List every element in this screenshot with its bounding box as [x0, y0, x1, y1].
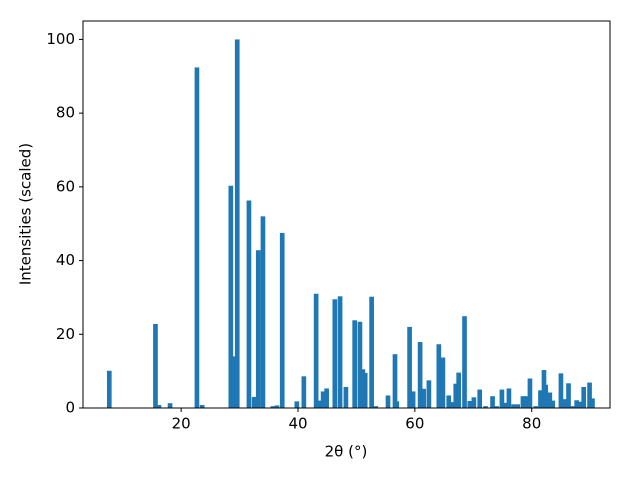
bar — [246, 200, 252, 408]
bar — [199, 405, 205, 408]
bar — [153, 323, 158, 408]
bar — [279, 232, 285, 408]
bar — [494, 406, 499, 408]
bar — [294, 401, 300, 408]
plot-frame — [82, 20, 611, 409]
x-tick-label: 80 — [522, 415, 541, 433]
bar — [453, 383, 459, 408]
bar — [566, 383, 571, 408]
bar — [436, 344, 442, 408]
bar — [471, 397, 477, 408]
bar — [270, 406, 276, 408]
bar — [587, 382, 592, 408]
bar — [558, 373, 564, 408]
bar — [490, 396, 495, 408]
bar — [515, 404, 521, 408]
bar — [357, 321, 363, 408]
bar — [467, 400, 473, 408]
bar — [590, 398, 595, 408]
bar — [369, 296, 374, 408]
bar — [533, 406, 539, 408]
bar — [385, 395, 391, 408]
bar — [394, 401, 400, 408]
bar — [301, 376, 307, 408]
bar — [520, 396, 526, 408]
bar — [231, 356, 237, 408]
bar — [313, 293, 319, 408]
bar — [547, 392, 553, 408]
bar — [581, 386, 587, 408]
bar — [316, 400, 322, 408]
bar — [477, 389, 483, 408]
bar — [156, 405, 162, 408]
bar — [362, 372, 368, 408]
y-tick-label: 60 — [56, 177, 75, 195]
bar — [538, 390, 543, 408]
bar — [577, 401, 582, 408]
bar — [527, 378, 533, 408]
bar — [421, 388, 426, 408]
bar — [194, 67, 200, 408]
y-tick-label: 80 — [56, 104, 75, 122]
bar — [410, 391, 416, 408]
bar — [456, 372, 462, 408]
x-tick-label: 40 — [288, 415, 307, 433]
bar — [503, 402, 509, 408]
bar — [337, 296, 343, 408]
bar — [392, 354, 398, 408]
bar — [462, 316, 467, 408]
bar — [417, 342, 423, 408]
bar — [234, 39, 240, 409]
y-axis-label: Intensities (scaled) — [17, 143, 35, 285]
y-tick-label: 40 — [56, 251, 75, 269]
bar — [511, 404, 516, 408]
bar — [483, 406, 488, 408]
bar — [343, 386, 349, 408]
bar — [523, 396, 529, 408]
y-tick-label: 100 — [46, 30, 75, 48]
bar — [352, 320, 358, 408]
bar — [562, 399, 567, 408]
bar — [274, 405, 280, 408]
bar — [167, 403, 173, 408]
bar — [499, 389, 505, 408]
y-tick-label: 0 — [65, 399, 75, 417]
bar — [449, 402, 455, 408]
bar — [543, 384, 549, 408]
x-tick-label: 60 — [405, 415, 424, 433]
bar — [506, 388, 512, 408]
y-tick-label: 20 — [56, 325, 75, 343]
bar — [426, 380, 432, 408]
x-tick-label: 20 — [172, 415, 191, 433]
bar — [373, 406, 379, 408]
x-axis-label: 2θ (°) — [325, 443, 368, 461]
bar — [251, 396, 257, 408]
bar — [260, 216, 266, 408]
bar — [228, 185, 234, 408]
bar — [440, 357, 446, 408]
bar — [106, 370, 112, 408]
bar — [570, 406, 575, 408]
bar — [324, 388, 329, 408]
bar — [407, 326, 412, 408]
bar — [574, 400, 580, 408]
bar — [550, 400, 556, 408]
bar — [320, 391, 326, 408]
bar — [255, 250, 261, 408]
bar — [332, 299, 338, 408]
bar — [446, 395, 452, 408]
